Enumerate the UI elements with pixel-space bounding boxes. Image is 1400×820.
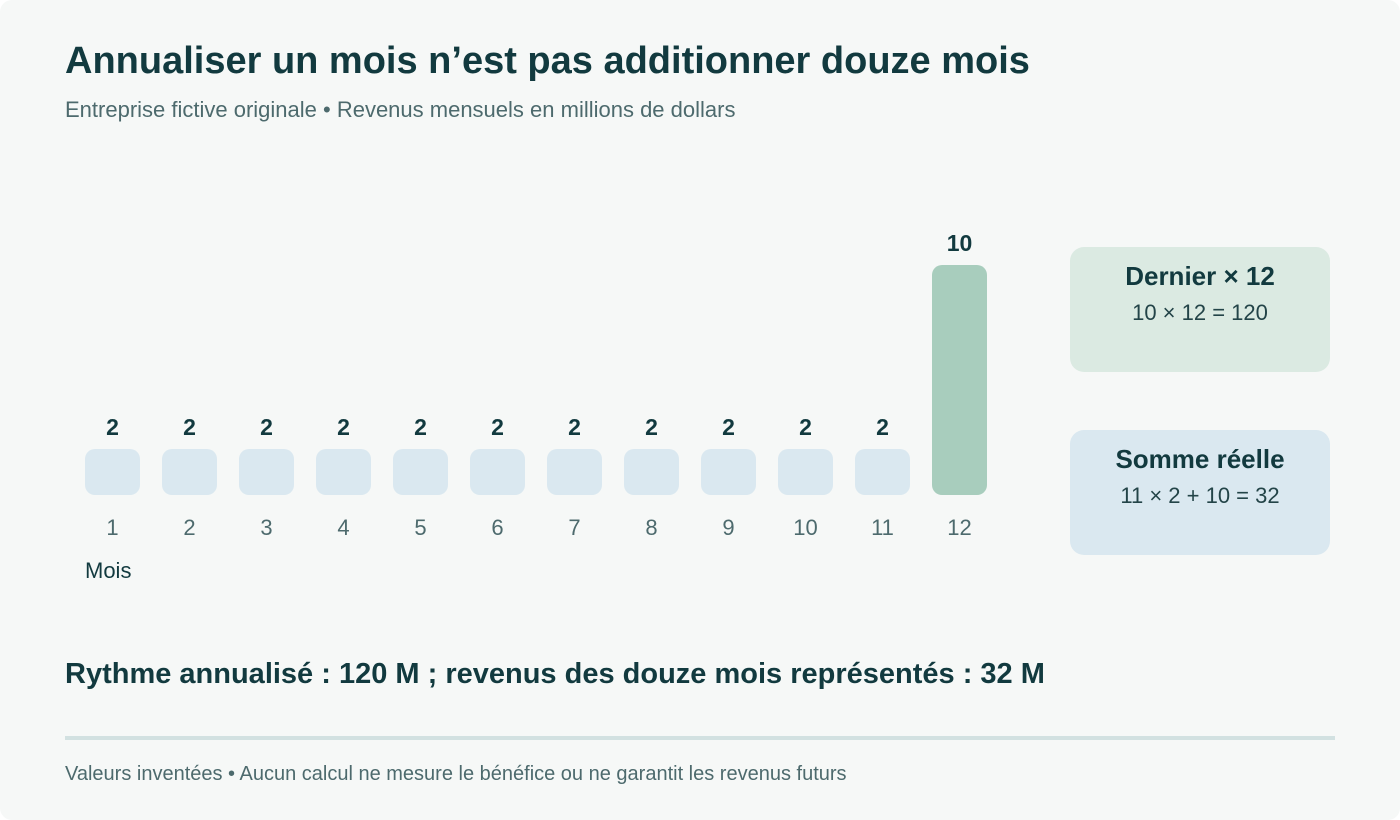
data-label-month-5: 2 (414, 414, 427, 440)
callout-last-times-12: Dernier × 12 10 × 12 = 120 (1070, 247, 1330, 372)
bar-month-10 (778, 449, 833, 495)
data-label-month-9: 2 (722, 414, 735, 440)
bar-month-9 (701, 449, 756, 495)
bar-month-4 (316, 449, 371, 495)
data-label-month-7: 2 (568, 414, 581, 440)
bar-month-5 (393, 449, 448, 495)
x-tick-label-7: 7 (568, 515, 580, 540)
divider (65, 736, 1335, 740)
callout-real-sum: Somme réelle 11 × 2 + 10 = 32 (1070, 430, 1330, 555)
bar-month-8 (624, 449, 679, 495)
bar-month-1 (85, 449, 140, 495)
data-label-month-10: 2 (799, 414, 812, 440)
data-label-month-6: 2 (491, 414, 504, 440)
data-label-month-4: 2 (337, 414, 350, 440)
bar-month-12 (932, 265, 987, 495)
x-tick-label-5: 5 (414, 515, 426, 540)
callout-last-times-12-formula: 10 × 12 = 120 (1132, 300, 1268, 325)
x-tick-label-12: 12 (947, 515, 971, 540)
callout-last-times-12-title: Dernier × 12 (1125, 261, 1275, 291)
x-tick-label-6: 6 (491, 515, 503, 540)
bar-month-6 (470, 449, 525, 495)
callout-real-sum-formula: 11 × 2 + 10 = 32 (1120, 483, 1280, 508)
footnote: Valeurs inventées • Aucun calcul ne mesu… (65, 763, 847, 785)
x-tick-label-8: 8 (645, 515, 657, 540)
data-label-month-2: 2 (183, 414, 196, 440)
bar-month-11 (855, 449, 910, 495)
callout-real-sum-title: Somme réelle (1115, 444, 1285, 474)
x-tick-label-4: 4 (337, 515, 349, 540)
chart-title: Annualiser un mois n’est pas additionner… (65, 40, 1030, 82)
x-tick-label-2: 2 (183, 515, 195, 540)
data-label-month-12: 10 (947, 230, 973, 256)
data-label-month-1: 2 (106, 414, 119, 440)
bar-month-7 (547, 449, 602, 495)
bar-month-2 (162, 449, 217, 495)
x-tick-label-3: 3 (260, 515, 272, 540)
data-label-month-8: 2 (645, 414, 658, 440)
x-tick-label-1: 1 (106, 515, 118, 540)
bar-month-3 (239, 449, 294, 495)
x-tick-label-10: 10 (793, 515, 817, 540)
data-label-month-11: 2 (876, 414, 889, 440)
chart-subtitle: Entreprise fictive originale • Revenus m… (65, 97, 736, 122)
data-label-month-3: 2 (260, 414, 273, 440)
x-tick-label-11: 11 (871, 515, 894, 540)
summary-text: Rythme annualisé : 120 M ; revenus des d… (65, 658, 1045, 690)
x-tick-label-9: 9 (722, 515, 734, 540)
x-axis-label: Mois (85, 558, 131, 583)
